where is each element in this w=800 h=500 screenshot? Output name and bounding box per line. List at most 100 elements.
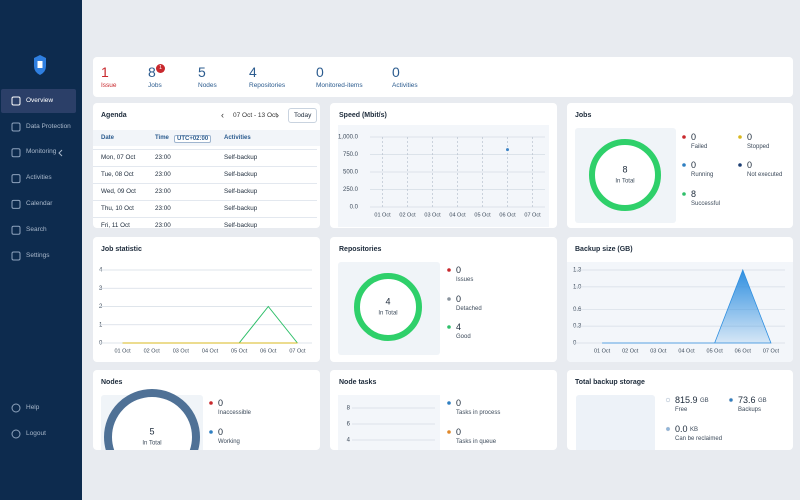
legend-value: 0 [456,265,462,275]
donut-label: In Total [615,179,634,185]
legend-label: Issues [456,277,474,283]
legend-dot [728,397,734,403]
table-cell: Self-backup [224,154,258,161]
summary-value[interactable]: 4 [249,64,257,80]
menu-icon [11,122,21,132]
legend-label: Running [691,172,714,178]
summary-value[interactable]: 8 [148,64,156,80]
week-range: 07 Oct - 13 Oct [233,112,278,119]
storage-unit: GB [758,398,767,404]
column-header: Date [101,135,115,141]
x-tick-label: 07 Oct [763,348,780,354]
donut-ring [589,139,661,211]
storage-value: 0.0 [675,424,688,434]
menu-item[interactable]: Logout [26,429,46,437]
y-tick-label: 6 [347,422,351,428]
donut-ring [354,273,422,341]
x-tick-label: 02 Oct [399,212,416,218]
chart-svg: 0 0.3 0.6 1.0 1.3 01 Oct 02 Oct 03 Oct 04 Oct 05 … [567,262,793,362]
storage-card: Total backup storage 815.9 GB Free 73.6 GB Ba… [567,370,793,450]
y-tick-label: 1.3 [573,268,582,274]
summary-value[interactable]: 1 [101,64,109,80]
menu-item[interactable]: Data Protection [26,122,71,130]
row-divider [93,183,317,184]
menu-icon [11,429,21,439]
legend-value: 4 [456,322,462,332]
chart-panel [338,125,549,227]
menu-item[interactable]: Activities [26,174,52,182]
x-tick-label: 03 Oct [424,212,441,218]
table-cell: 23:00 [155,171,171,178]
legend-value: 0 [218,427,224,437]
summary-value[interactable]: 5 [198,64,206,80]
card-title: Nodes [101,379,123,386]
card-title: Backup size (GB) [575,246,633,253]
x-tick-label: 07 Oct [289,348,306,354]
next-week[interactable]: › [276,110,279,120]
prev-week[interactable]: ‹ [221,110,224,120]
table-cell: Self-backup [224,205,258,212]
chart-svg: 4 6 8 [338,395,451,450]
legend-label: Inaccessible [218,410,252,416]
x-tick-label: 04 Oct [678,348,695,354]
storage-value: 815.9 [675,395,698,405]
menu-item[interactable]: Help [26,403,40,411]
legend-value: 0 [456,294,462,304]
legend-value: 0 [747,160,753,170]
summary-label[interactable]: Nodes [198,82,217,89]
storage-label: Can be reclaimed [675,436,723,442]
column-header: Activities [224,135,251,141]
legend-label: Not executed [747,172,783,178]
legend-dot [447,401,451,405]
y-tick-label: 4 [347,438,351,444]
card-title: Jobs [575,112,592,119]
menu-item[interactable]: Search [26,225,47,233]
menu-item[interactable]: Overview [26,96,54,104]
x-tick-label: 02 Oct [144,348,161,354]
menu-icon [11,96,21,106]
legend-label: Successful [691,201,721,207]
x-tick-label: 01 Oct [114,348,131,354]
donut-ring [104,389,200,450]
summary-value[interactable]: 0 [316,64,324,80]
menu-icon [11,225,21,235]
table-cell: 23:00 [155,222,171,228]
legend-value: 0 [456,398,462,408]
x-tick-label: 06 Oct [260,348,277,354]
chart-svg [665,397,734,432]
table-cell: Self-backup [224,171,258,178]
menu-item[interactable]: Calendar [26,199,53,207]
summary-badge: 1 [156,64,165,73]
x-tick-label: 06 Oct [735,348,752,354]
node-tasks-card: Node tasks 4 6 8 0 Tasks in process 0 Tasks in… [330,370,557,450]
menu-item[interactable]: Monitoring [26,148,57,156]
table-cell: Wed, 09 Oct [101,188,136,195]
y-tick-label: 750.0 [343,152,359,158]
backup-size-card: Backup size (GB) 0 0.3 0.6 1.0 1.3 01 Oct 02 O… [567,237,793,362]
summary-label[interactable]: Repositories [249,82,286,89]
card-title: Speed (Mbit/s) [339,112,387,119]
storage-label: Backups [738,407,762,413]
summary-label[interactable]: Jobs [148,82,162,89]
row-divider [93,149,317,150]
legend-dot [209,401,213,405]
row-divider [93,200,317,201]
table-cell: Mon, 07 Oct [101,154,136,161]
summary-label[interactable]: Issue [101,82,117,89]
x-tick-label: 04 Oct [202,348,219,354]
today-button[interactable]: Today [288,108,318,123]
storage-label: Free [675,407,688,413]
legend-label: Working [218,439,240,445]
x-tick-label: 01 Oct [594,348,611,354]
donut-total: 5 [149,426,154,436]
menu-icon [11,251,21,261]
jobs-card: Jobs 8 In Total 0 Failed 0 Stopped 0 Running 0 No… [567,103,793,228]
menu-item[interactable]: Settings [26,251,50,259]
summary-label[interactable]: Monitored-items [316,82,363,89]
table-cell: Self-backup [224,188,258,195]
y-tick-label: 1 [99,322,103,328]
menu-icon [11,148,21,158]
summary-label[interactable]: Activities [392,82,418,89]
chart-svg: 0.0 250.0 500.0 750.0 1,000.0 01 Oct 02 Oct 03 … [338,125,549,227]
summary-value[interactable]: 0 [392,64,400,80]
